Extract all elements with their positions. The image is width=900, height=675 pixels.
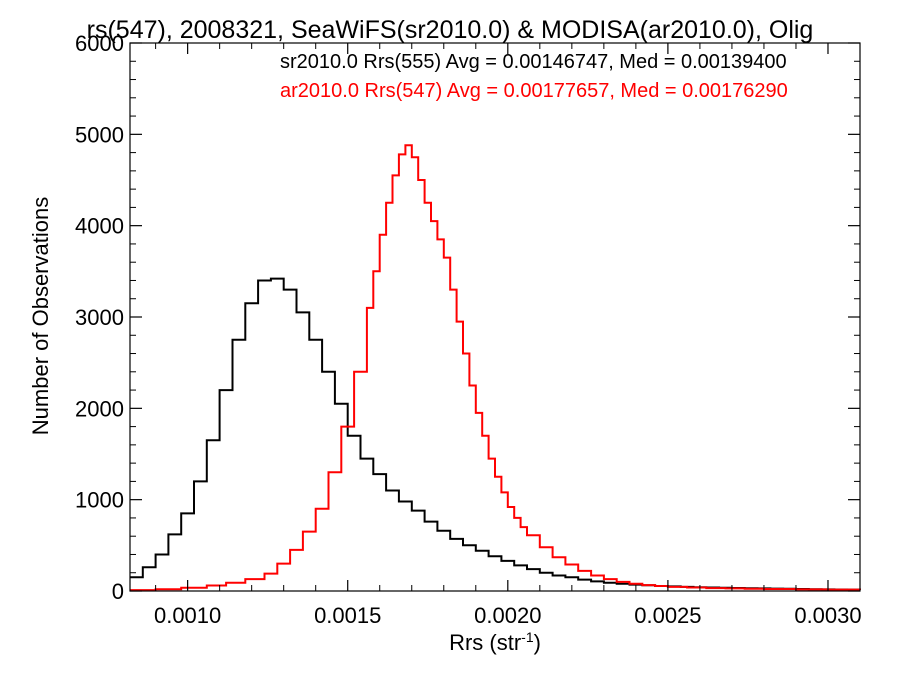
legend-entry-black: sr2010.0 Rrs(555) Avg = 0.00146747, Med … [280, 51, 787, 73]
x-axis-label-superscript: -1 [521, 629, 534, 645]
x-tick-label: 0.0020 [474, 603, 541, 628]
x-axis-label: Rrs (str-1) [449, 629, 541, 655]
y-tick-label: 1000 [75, 488, 124, 513]
y-tick-label: 2000 [75, 396, 124, 421]
y-axis-label: Number of Observations [28, 197, 53, 435]
x-axis-label-main: Rrs (str [449, 630, 521, 655]
y-tick-label: 3000 [75, 305, 124, 330]
series-line [130, 144, 861, 592]
y-tick-label: 4000 [75, 214, 124, 239]
y-tick-label: 0 [112, 579, 124, 604]
x-tick-label: 0.0015 [314, 603, 381, 628]
y-tick-label: 5000 [75, 122, 124, 147]
x-tick-label: 0.0010 [154, 603, 221, 628]
y-tick-label: 6000 [75, 31, 124, 56]
series-layer [130, 144, 861, 592]
legend: sr2010.0 Rrs(555) Avg = 0.00146747, Med … [280, 51, 788, 102]
x-tick-label: 0.0030 [794, 603, 861, 628]
chart-title: rs(547), 2008321, SeaWiFS(sr2010.0) & MO… [87, 16, 814, 44]
series-1 [130, 144, 861, 592]
x-tick-label: 0.0025 [634, 603, 701, 628]
legend-entry-red: ar2010.0 Rrs(547) Avg = 0.00177657, Med … [280, 80, 788, 102]
x-axis-label-close: ) [534, 630, 541, 655]
axis-ticks: 0.0010 0.0015 0.0020 0.0025 0.0030 0 1000 2000 3… [75, 31, 862, 628]
